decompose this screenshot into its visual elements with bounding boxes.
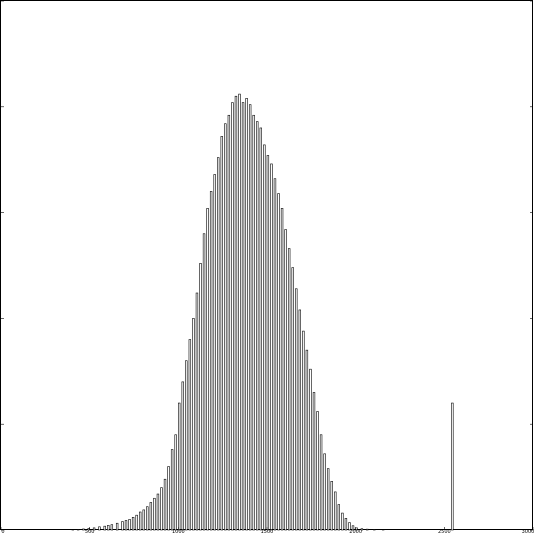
histogram-bar xyxy=(248,104,252,531)
histogram-bar xyxy=(82,528,85,531)
histogram-bar xyxy=(163,478,167,531)
histogram-bar xyxy=(188,339,192,531)
histogram-bar xyxy=(270,163,273,531)
histogram-bar xyxy=(92,527,96,531)
histogram-bar xyxy=(330,481,333,531)
x-tick-label: 0 xyxy=(1,529,4,533)
histogram-bar xyxy=(280,208,284,531)
histogram-bar xyxy=(199,263,202,531)
histogram-bar xyxy=(195,292,199,531)
histogram-bar xyxy=(146,506,149,531)
histogram-bar xyxy=(209,191,213,531)
histogram-bar xyxy=(217,157,220,531)
histogram-bar xyxy=(351,525,355,531)
x-axis-ticks: 0 500 1000 1500 2000 2500 3000 xyxy=(0,527,534,533)
histogram-bar xyxy=(360,528,364,531)
histogram-bar xyxy=(178,402,181,531)
histogram-bar xyxy=(160,487,163,531)
histogram-bar xyxy=(273,178,277,531)
histogram-bar xyxy=(192,318,195,531)
histogram-bar xyxy=(135,514,138,531)
histogram-bar xyxy=(76,529,80,531)
histogram-bar xyxy=(298,309,301,531)
histogram-bar xyxy=(213,174,216,531)
histogram-bar xyxy=(287,248,291,531)
histogram-bar xyxy=(284,229,287,531)
histogram-bar xyxy=(110,524,114,531)
histogram-bar xyxy=(220,136,223,531)
histogram-bar xyxy=(305,349,309,531)
histogram-bar xyxy=(121,521,124,531)
histogram-bar xyxy=(291,267,294,531)
histogram-bar xyxy=(128,519,131,531)
x-tick-label: 3000 xyxy=(522,529,534,533)
x-tick-label: 2000 xyxy=(349,529,362,533)
histogram-bar xyxy=(185,360,188,531)
histogram-bar xyxy=(295,288,298,531)
histogram-bar xyxy=(451,402,454,531)
histogram-bar xyxy=(224,123,227,531)
histogram-bar xyxy=(259,127,262,531)
histogram-bar xyxy=(316,411,319,531)
x-tick-label: 1500 xyxy=(261,529,274,533)
histogram-bar xyxy=(124,520,128,531)
histogram-bar xyxy=(139,511,142,531)
histogram-bar xyxy=(337,504,340,531)
histogram-bar xyxy=(323,453,326,531)
histogram-bar xyxy=(170,449,174,531)
histogram-bar xyxy=(153,497,156,531)
histogram-bar xyxy=(263,144,266,531)
histogram-bar xyxy=(348,522,351,531)
histogram-bar xyxy=(256,121,259,531)
histogram-bar xyxy=(167,466,170,531)
histogram-bar xyxy=(107,525,110,531)
histogram-bar xyxy=(341,512,344,531)
histogram-bar xyxy=(156,493,160,531)
histogram-bar xyxy=(149,502,153,531)
histogram-bar xyxy=(202,233,206,531)
histogram-bar xyxy=(366,528,369,531)
histogram-bar xyxy=(245,98,248,531)
histogram-bar xyxy=(302,330,305,531)
histogram-bar xyxy=(326,468,330,531)
histogram-bar xyxy=(319,434,323,531)
histogram-bar xyxy=(234,95,238,531)
x-tick-label: 500 xyxy=(85,529,95,533)
histogram-bar xyxy=(334,491,337,531)
histogram-bar xyxy=(103,525,106,531)
histogram-bar xyxy=(252,114,255,531)
histogram-bar xyxy=(231,102,234,531)
histogram-bar xyxy=(227,114,231,531)
histogram-bar xyxy=(131,516,135,531)
histogram-bar xyxy=(266,155,270,531)
x-tick-label: 2500 xyxy=(438,529,451,533)
histogram-bar xyxy=(373,529,376,531)
bars-group xyxy=(71,93,454,531)
histogram-bar xyxy=(238,93,241,531)
histogram-bar xyxy=(174,434,177,531)
histogram-bar xyxy=(206,208,209,531)
histogram-bar xyxy=(115,522,119,531)
histogram-bar xyxy=(181,381,184,531)
histogram-bar xyxy=(312,392,316,531)
histogram-bar xyxy=(241,102,245,531)
histogram-bar xyxy=(98,526,101,531)
histogram-bar xyxy=(142,509,145,531)
histogram-bar xyxy=(277,193,280,531)
histogram-bar xyxy=(344,518,348,531)
x-tick-label: 1000 xyxy=(172,529,185,533)
histogram-bar xyxy=(309,368,312,531)
